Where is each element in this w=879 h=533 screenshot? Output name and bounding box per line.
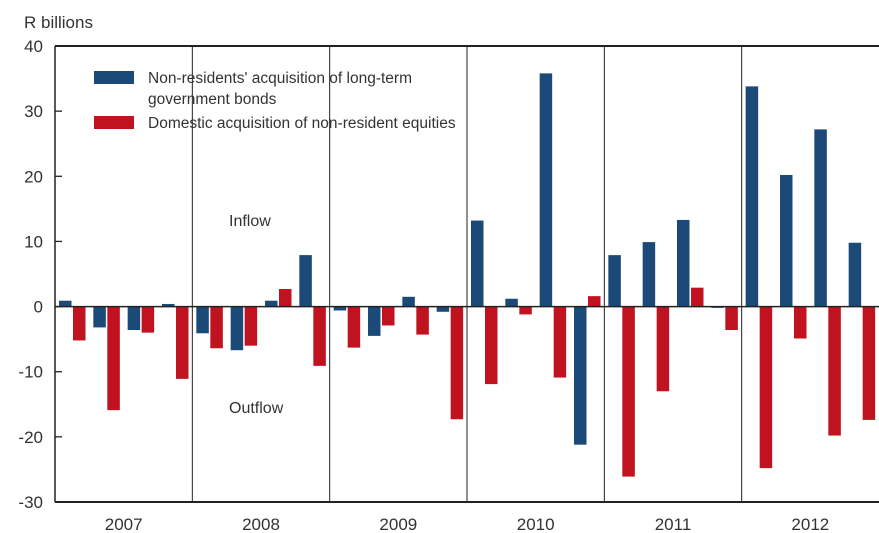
equity-bar — [244, 306, 258, 346]
bond-bar — [608, 255, 621, 307]
bond-bar — [368, 306, 381, 336]
legend-swatch-bonds — [94, 71, 134, 84]
legend-label-bonds-line2: government bonds — [148, 91, 277, 108]
x-axis-year-label: 2008 — [242, 515, 280, 533]
bond-bar — [436, 306, 450, 312]
y-tick-label: 40 — [24, 37, 43, 56]
equity-bar — [519, 306, 532, 315]
x-axis-year-labels: 2007 2008 2009 2010 2011 2012 — [105, 515, 829, 533]
year-dividers — [191, 46, 743, 502]
bond-bar — [299, 255, 312, 307]
equity-bar — [279, 288, 292, 307]
equity-bar — [73, 306, 86, 341]
equity-bar — [141, 306, 155, 333]
outflow-annotation: Outflow — [229, 400, 284, 417]
y-tick-label: -30 — [18, 493, 43, 512]
legend: Non-residents' acquisition of long-term … — [94, 70, 456, 132]
y-tick-label: 20 — [24, 167, 43, 186]
bond-bar — [402, 296, 415, 307]
bond-bar — [471, 220, 484, 307]
bond-bar — [93, 306, 106, 328]
y-tick-label: 30 — [24, 102, 43, 121]
y-tick-label: 10 — [24, 232, 43, 251]
equity-bar — [485, 306, 498, 385]
bond-bar — [677, 219, 690, 307]
equity-bar — [725, 306, 738, 331]
equity-bar — [588, 296, 601, 307]
x-axis-year-label: 2009 — [379, 515, 417, 533]
equity-bar — [313, 306, 326, 366]
bond-bar — [162, 303, 175, 307]
equity-bar — [828, 306, 841, 436]
equity-bar — [691, 287, 704, 307]
plot-frame — [54, 45, 879, 503]
bond-bar — [574, 306, 587, 445]
bond-bar — [333, 306, 347, 311]
bond-bar — [642, 242, 656, 307]
equity-bar — [382, 306, 395, 326]
bond-bar — [505, 298, 518, 307]
y-axis-ticks: 40 30 20 10 0 -10 -20 -30 — [18, 37, 62, 512]
equity-bar — [210, 306, 223, 349]
x-axis-year-label: 2010 — [517, 515, 555, 533]
inflow-annotation: Inflow — [229, 213, 271, 230]
equity-bar — [862, 306, 876, 420]
x-axis-year-label: 2011 — [655, 515, 692, 533]
legend-label-equities: Domestic acquisition of non-resident equ… — [148, 115, 456, 132]
bond-bar — [230, 306, 244, 351]
bond-bar — [814, 129, 827, 307]
equity-bar — [794, 306, 807, 339]
equity-bar — [107, 306, 120, 411]
y-axis-unit-label: R billions — [24, 13, 93, 32]
bond-bar — [539, 73, 553, 307]
equity-bar — [622, 306, 635, 477]
bond-bar — [745, 86, 759, 307]
equity-bar — [656, 306, 670, 392]
x-axis-year-label: 2007 — [105, 515, 143, 533]
bond-bar — [127, 306, 141, 331]
equity-bar — [450, 306, 464, 420]
legend-swatch-equities — [94, 116, 134, 129]
bond-bar — [780, 174, 793, 307]
bond-bar — [196, 306, 209, 334]
legend-label-bonds-line1: Non-residents' acquisition of long-term — [148, 70, 412, 87]
bond-bar — [265, 300, 278, 307]
bond-bar — [59, 300, 72, 307]
equity-bar — [759, 306, 773, 469]
y-tick-label: -20 — [18, 428, 43, 447]
x-axis-year-label: 2012 — [791, 515, 829, 533]
equity-bar — [553, 306, 567, 378]
equity-bar — [416, 306, 429, 335]
y-tick-label: 0 — [34, 298, 43, 317]
equity-bar — [176, 306, 189, 379]
equity-bar — [347, 306, 361, 348]
bars — [59, 73, 876, 477]
y-tick-label: -10 — [18, 363, 43, 382]
bond-bar — [848, 242, 862, 307]
